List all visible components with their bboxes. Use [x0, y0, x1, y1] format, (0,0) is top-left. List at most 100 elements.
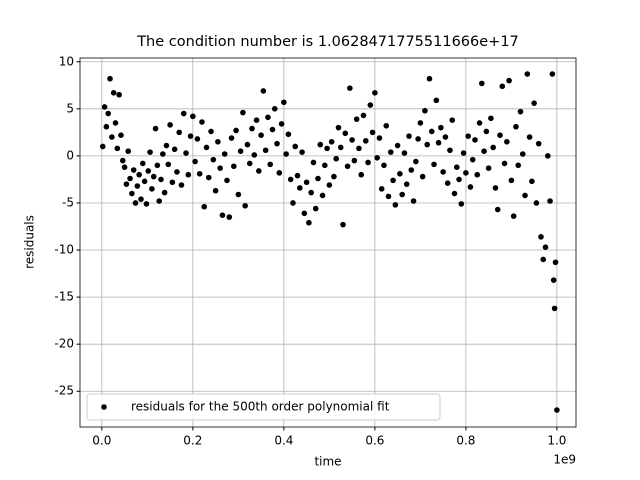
- point: [458, 201, 465, 207]
- point: [544, 153, 551, 159]
- point: [237, 148, 244, 154]
- point: [492, 185, 499, 191]
- point: [381, 162, 387, 169]
- point: [228, 135, 235, 141]
- point: [215, 138, 221, 145]
- point: [199, 119, 205, 125]
- point: [347, 85, 353, 91]
- point: [531, 100, 537, 106]
- point: [118, 132, 124, 138]
- point: [129, 190, 135, 197]
- y-tick-label: -20: [54, 337, 74, 351]
- point: [149, 186, 155, 192]
- point: [485, 165, 492, 171]
- point: [415, 136, 421, 142]
- point: [312, 205, 319, 212]
- point: [315, 175, 321, 182]
- point: [156, 198, 162, 204]
- point: [101, 104, 108, 110]
- point: [119, 157, 126, 164]
- point: [109, 134, 115, 140]
- x-tick-label: 0.0: [92, 434, 111, 448]
- x-tick-label: 1.0: [547, 434, 566, 448]
- point: [278, 121, 285, 127]
- point: [538, 234, 544, 240]
- point: [372, 90, 378, 96]
- point: [221, 151, 228, 157]
- point: [513, 123, 519, 130]
- point: [351, 157, 358, 164]
- point: [422, 107, 428, 114]
- point: [506, 77, 512, 84]
- point: [428, 128, 435, 135]
- point: [208, 128, 214, 135]
- point: [335, 124, 342, 131]
- point: [136, 171, 142, 178]
- point: [141, 178, 148, 185]
- point: [394, 142, 401, 149]
- point: [433, 97, 440, 104]
- point: [356, 145, 362, 152]
- y-tick-label: -10: [54, 243, 74, 257]
- point: [231, 163, 237, 170]
- point: [132, 200, 139, 206]
- x-offset-label: 1e9: [553, 453, 576, 467]
- point: [353, 116, 360, 122]
- point: [161, 189, 168, 196]
- point: [210, 156, 217, 163]
- point: [460, 150, 467, 156]
- point: [169, 179, 176, 186]
- point: [551, 305, 558, 312]
- point: [112, 120, 119, 126]
- point: [519, 151, 526, 157]
- point: [114, 145, 121, 152]
- x-tick-label: 0.2: [183, 434, 202, 448]
- point: [419, 173, 426, 180]
- y-tick-label: -25: [54, 384, 74, 398]
- point: [145, 168, 152, 174]
- point: [378, 186, 385, 192]
- point: [529, 178, 535, 185]
- point: [233, 127, 239, 134]
- point: [154, 162, 161, 169]
- point: [127, 175, 133, 182]
- point: [424, 141, 431, 148]
- point: [456, 176, 462, 183]
- y-axis-label: residuals: [23, 215, 37, 269]
- point: [508, 177, 515, 184]
- point: [554, 407, 560, 413]
- point: [392, 202, 399, 208]
- point: [426, 75, 433, 82]
- x-axis-label: time: [314, 455, 341, 469]
- point: [515, 162, 522, 169]
- point: [103, 123, 110, 130]
- point: [180, 110, 187, 117]
- point: [322, 162, 328, 169]
- point: [244, 141, 251, 148]
- point: [226, 214, 233, 220]
- point: [474, 171, 481, 178]
- point: [367, 102, 374, 108]
- x-tick-label: 0.4: [274, 434, 293, 448]
- point: [130, 167, 137, 173]
- point: [358, 171, 365, 178]
- point: [292, 143, 299, 150]
- x-tick-label: 0.6: [365, 434, 384, 448]
- point: [331, 173, 337, 180]
- point: [360, 112, 367, 119]
- point: [205, 174, 212, 181]
- point: [319, 192, 326, 199]
- point: [224, 177, 230, 184]
- point: [265, 114, 271, 121]
- point: [249, 125, 255, 132]
- point: [497, 132, 503, 138]
- point: [152, 125, 159, 132]
- point: [258, 132, 264, 138]
- point: [123, 181, 130, 187]
- point: [399, 191, 405, 198]
- point: [524, 71, 531, 77]
- point: [517, 108, 524, 115]
- point: [212, 187, 219, 194]
- point: [285, 131, 292, 138]
- point: [134, 183, 141, 189]
